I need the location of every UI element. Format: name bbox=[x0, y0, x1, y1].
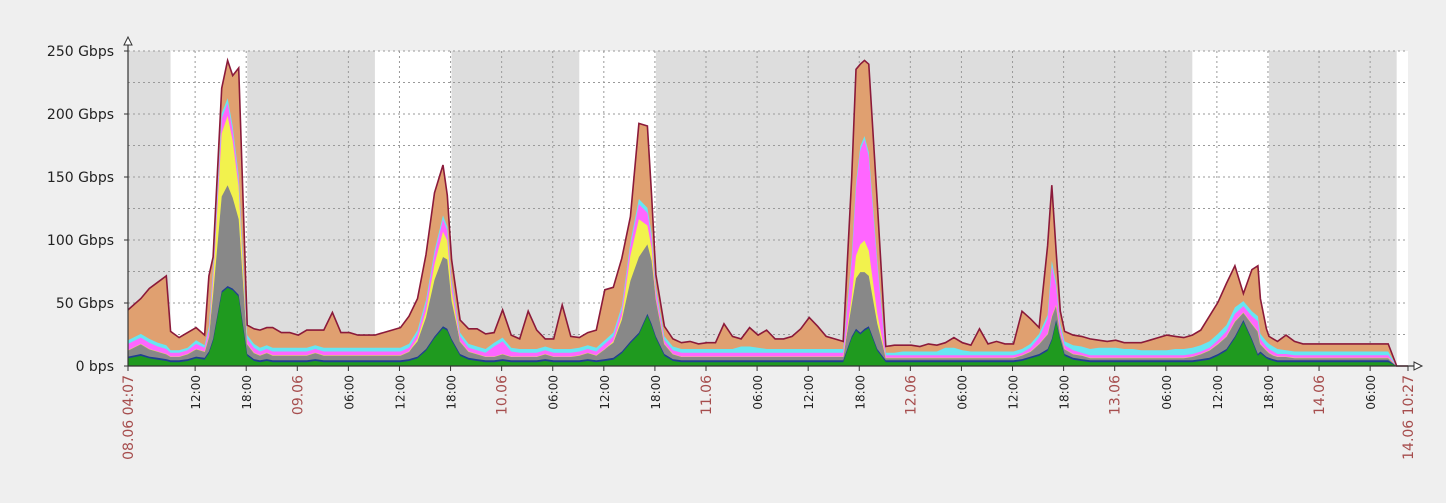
x-time-label: 12:00 bbox=[802, 375, 816, 410]
x-date-label: 11.06 bbox=[699, 375, 715, 415]
x-axis-arrow-icon bbox=[1413, 361, 1424, 371]
x-time-label: 18:00 bbox=[240, 375, 254, 410]
x-time-label: 06:00 bbox=[342, 375, 356, 410]
x-time-label: 12:00 bbox=[598, 375, 612, 410]
series-line-6 bbox=[127, 57, 1408, 367]
x-time-label: 12:00 bbox=[393, 375, 407, 410]
x-time-label: 06:00 bbox=[955, 375, 969, 410]
y-tick-label: 50 Gbps bbox=[56, 296, 114, 312]
x-date-label: 14.06 bbox=[1312, 375, 1328, 415]
x-date-label: 14.06 10:27 bbox=[1401, 375, 1417, 460]
y-tick-label: 250 Gbps bbox=[47, 44, 114, 60]
x-time-label: 12:00 bbox=[1211, 375, 1225, 410]
y-tick-label: 100 Gbps bbox=[47, 233, 114, 249]
y-tick-label: 150 Gbps bbox=[47, 170, 114, 186]
x-time-label: 18:00 bbox=[445, 375, 459, 410]
y-tick-label: 0 bps bbox=[76, 359, 114, 375]
x-time-label: 18:00 bbox=[1058, 375, 1072, 410]
x-date-label: 13.06 bbox=[1108, 375, 1124, 415]
x-time-label: 06:00 bbox=[1364, 375, 1378, 410]
x-time-label: 18:00 bbox=[853, 375, 867, 410]
x-time-label: 18:00 bbox=[1262, 375, 1276, 410]
x-date-label: 10.06 bbox=[495, 375, 511, 415]
x-date-label: 12.06 bbox=[903, 375, 919, 415]
series-area-2 bbox=[128, 185, 1408, 366]
y-tick-label: 200 Gbps bbox=[47, 107, 114, 123]
x-date-label: 09.06 bbox=[290, 375, 306, 415]
x-date-label: 08.06 04:07 bbox=[121, 375, 137, 460]
x-time-label: 06:00 bbox=[1160, 375, 1174, 410]
daytime-band bbox=[1396, 51, 1408, 366]
x-time-label: 18:00 bbox=[649, 375, 663, 410]
series-area-6 bbox=[128, 60, 1408, 367]
series-area-0 bbox=[128, 287, 1408, 366]
x-time-label: 12:00 bbox=[189, 375, 203, 410]
x-time-label: 12:00 bbox=[1007, 375, 1021, 410]
y-axis-arrow-icon bbox=[123, 35, 133, 46]
x-time-label: 06:00 bbox=[547, 375, 561, 410]
x-time-label: 06:00 bbox=[751, 375, 765, 410]
